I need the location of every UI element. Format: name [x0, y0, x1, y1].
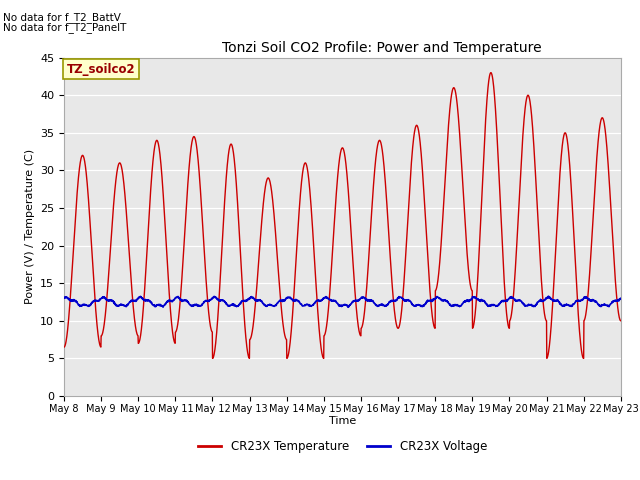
Y-axis label: Power (V) / Temperature (C): Power (V) / Temperature (C): [24, 149, 35, 304]
X-axis label: Time: Time: [329, 417, 356, 426]
Legend: CR23X Temperature, CR23X Voltage: CR23X Temperature, CR23X Voltage: [193, 435, 492, 458]
Title: Tonzi Soil CO2 Profile: Power and Temperature: Tonzi Soil CO2 Profile: Power and Temper…: [221, 41, 541, 55]
Text: No data for f_T2_BattV: No data for f_T2_BattV: [3, 12, 121, 23]
Text: TZ_soilco2: TZ_soilco2: [67, 63, 136, 76]
Text: No data for f_T2_PanelT: No data for f_T2_PanelT: [3, 22, 127, 33]
